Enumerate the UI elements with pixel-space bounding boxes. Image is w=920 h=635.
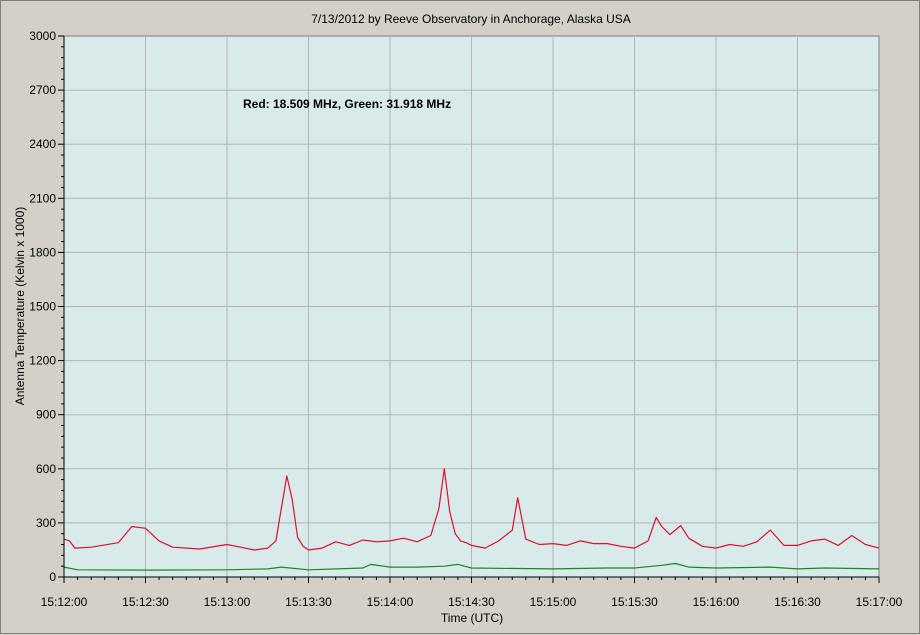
y-tick-label: 2400 xyxy=(29,137,56,151)
y-tick-label: 300 xyxy=(36,516,56,530)
x-tick-label: 15:17:00 xyxy=(856,595,903,609)
y-tick-label: 3000 xyxy=(29,29,56,43)
y-tick-label: 2100 xyxy=(29,191,56,205)
x-tick-label: 15:14:00 xyxy=(367,595,414,609)
y-axis-label: Antenna Temperature (Kelvin x 1000) xyxy=(13,207,27,406)
x-tick-label: 15:15:00 xyxy=(530,595,577,609)
x-tick-label: 15:16:00 xyxy=(693,595,740,609)
y-tick-label: 1200 xyxy=(29,354,56,368)
y-tick-label: 900 xyxy=(36,408,56,422)
chart-annotation: Red: 18.509 MHz, Green: 31.918 MHz xyxy=(243,97,451,111)
axes: 0 300 600 900 1200 1500 1800 2100 2400 2700 3000 15… xyxy=(29,29,902,609)
y-tick-label: 600 xyxy=(36,462,56,476)
grid xyxy=(64,36,879,577)
chart-title: 7/13/2012 by Reeve Observatory in Anchor… xyxy=(311,12,631,26)
x-tick-label: 15:13:00 xyxy=(204,595,251,609)
x-tick-label: 15:16:30 xyxy=(774,595,821,609)
x-tick-label: 15:15:30 xyxy=(611,595,658,609)
x-axis-label: Time (UTC) xyxy=(441,611,503,625)
y-tick-label: 2700 xyxy=(29,83,56,97)
x-tick-label: 15:14:30 xyxy=(448,595,495,609)
y-tick-label: 1800 xyxy=(29,245,56,259)
y-tick-label: 0 xyxy=(49,570,56,584)
y-tick-label: 1500 xyxy=(29,300,56,314)
x-tick-label: 15:12:30 xyxy=(122,595,169,609)
x-tick-label: 15:13:30 xyxy=(285,595,332,609)
x-tick-label: 15:12:00 xyxy=(41,595,88,609)
green-series-line xyxy=(63,562,880,571)
red-series-line xyxy=(63,468,880,551)
series-layer xyxy=(63,468,880,571)
